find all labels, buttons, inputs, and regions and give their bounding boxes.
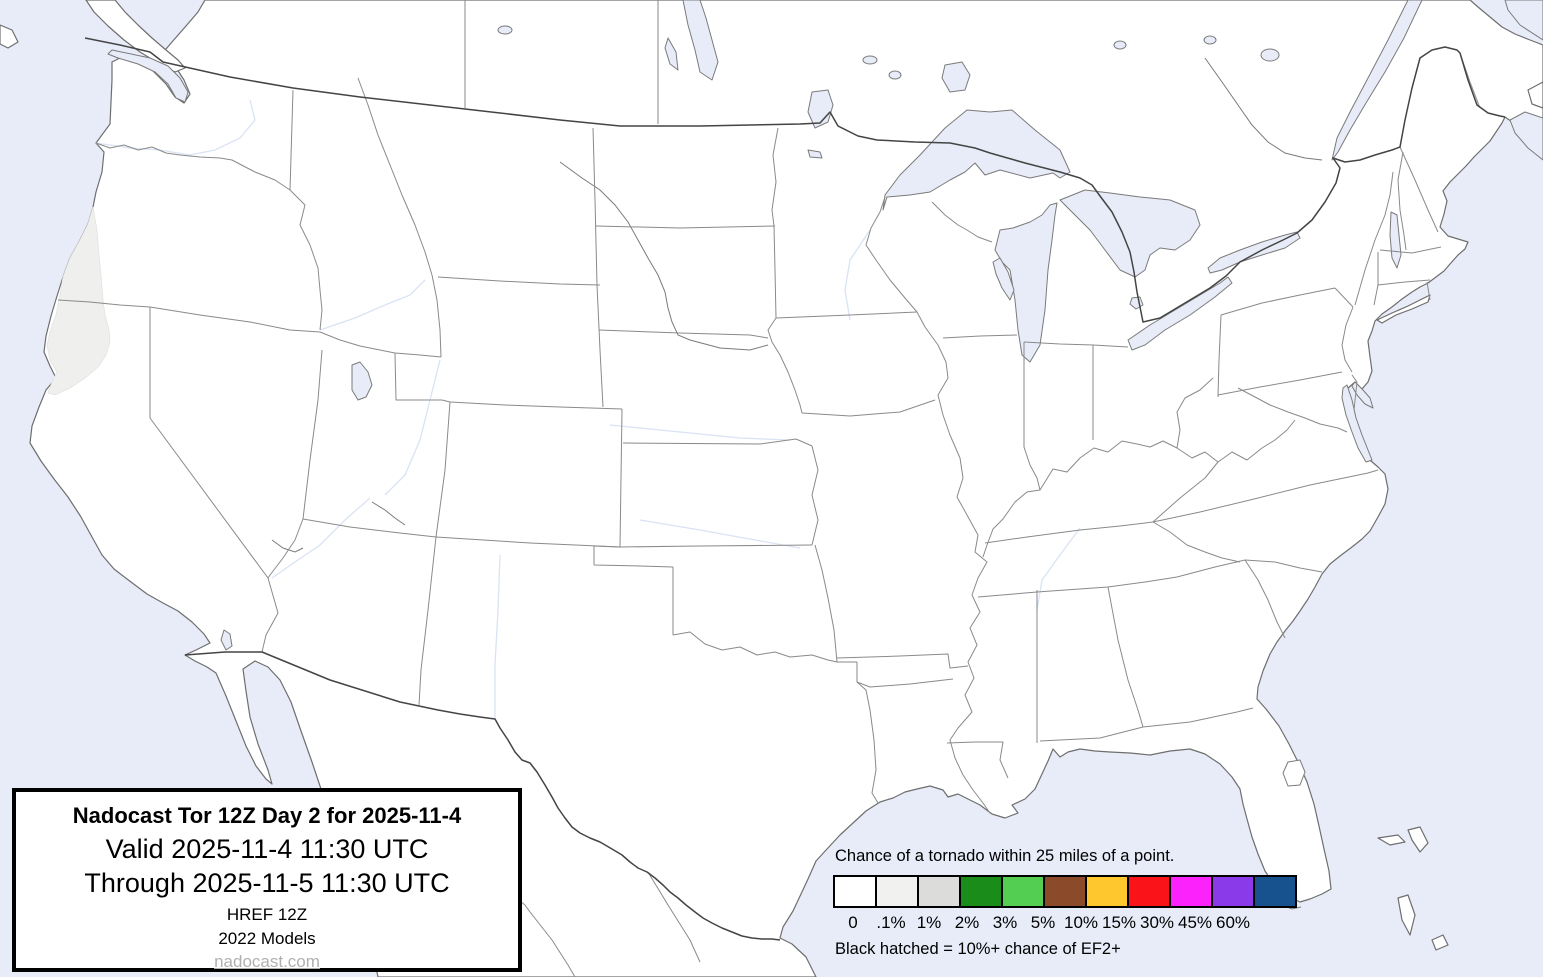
legend-swatch-10%: [1085, 875, 1129, 908]
lake-champlain: [1389, 211, 1402, 269]
river-squiggles: [271, 57, 1323, 910]
nova-scotia: [1527, 81, 1543, 109]
long-island: [1376, 294, 1431, 324]
nadocast-link[interactable]: nadocast.com: [214, 952, 320, 971]
devils-lake: [807, 149, 823, 159]
legend-bin-label: 2%: [954, 913, 980, 932]
chesapeake-bay: [1341, 384, 1373, 463]
international-borders: [84, 37, 1506, 941]
ottawa-river: [1204, 57, 1323, 161]
through-time: Through 2025-11-5 11:30 UTC: [84, 868, 450, 898]
lake-winnipeg: [682, 0, 719, 81]
bay-of-fundy: [1509, 111, 1543, 161]
lake-superior: [882, 109, 1071, 211]
legend-swatch-.1%: [875, 875, 919, 908]
lake-powell: [371, 501, 406, 526]
gulf-of-st-lawrence: [1504, 0, 1543, 41]
legend-bin-label: 30%: [1139, 913, 1175, 932]
legend-swatch-15%: [1127, 875, 1171, 908]
lake-manitoba: [664, 37, 679, 71]
rivers: [95, 99, 1081, 719]
legend-swatch-5%: [1043, 875, 1087, 908]
lake-okeechobee: [1282, 759, 1306, 787]
legend-bin-label: .1%: [876, 913, 906, 932]
legend-swatch-row: [833, 875, 1297, 908]
legend-bin-label: 60%: [1215, 913, 1251, 932]
legend-swatch-1%: [917, 875, 961, 908]
green-bay: [992, 257, 1015, 301]
legend-title: Chance of a tornado within 25 miles of a…: [835, 847, 1175, 865]
legend-bin-label: 45%: [1177, 913, 1213, 932]
us-mexico-border: [184, 651, 781, 941]
forecast-title: Nadocast Tor 12Z Day 2 for 2025-11-4: [72, 803, 462, 828]
probability-legend: Chance of a tornado within 25 miles of a…: [833, 847, 1297, 959]
lake-huron: [1059, 189, 1201, 278]
lake-nipigon: [941, 61, 971, 93]
legend-bin-label: 15%: [1101, 913, 1137, 932]
legend-note: Black hatched = 10%+ chance of EF2+: [835, 940, 1121, 958]
lake-erie: [1127, 276, 1233, 351]
vancouver-island: [85, 0, 186, 73]
great-salt-lake: [351, 361, 373, 401]
model-name: HREF 12Z: [226, 905, 308, 924]
delaware-bay: [1351, 381, 1374, 409]
legend-swatch-0: [833, 875, 877, 908]
great-lakes: [107, 0, 1543, 787]
lake-mead: [271, 539, 304, 553]
bahamas-islands: [1377, 826, 1449, 951]
missouri-river: [559, 161, 769, 351]
legend-swatch-2%: [959, 875, 1003, 908]
st-lawrence-river: [1331, 0, 1423, 161]
legend-label-row: 0 .1% 1% 2% 3% 5% 10% 15% 30% 45% 60%: [833, 913, 1273, 933]
legend-swatch-60%: [1253, 875, 1297, 908]
legend-bin-label: 0: [848, 913, 858, 932]
us-canada-border: [84, 37, 1506, 323]
legend-bin-label: 10%: [1063, 913, 1099, 932]
legend-swatch-3%: [1001, 875, 1045, 908]
salton-sea: [220, 629, 233, 651]
valid-time: Valid 2025-11-4 11:30 UTC: [105, 834, 429, 864]
lake-michigan: [994, 202, 1058, 363]
legend-swatch-45%: [1211, 875, 1255, 908]
lake-of-the-woods: [807, 89, 834, 129]
forecast-title-box: Nadocast Tor 12Z Day 2 for 2025-11-4 Val…: [12, 788, 522, 972]
legend-bin-label: 1%: [916, 913, 942, 932]
models-year: 2022 Models: [218, 929, 316, 948]
bc-islet: [0, 24, 19, 49]
legend-swatch-30%: [1169, 875, 1213, 908]
legend-bin-label: 5%: [1030, 913, 1056, 932]
puget-sound: [107, 49, 189, 103]
legend-bin-label: 3%: [992, 913, 1018, 932]
